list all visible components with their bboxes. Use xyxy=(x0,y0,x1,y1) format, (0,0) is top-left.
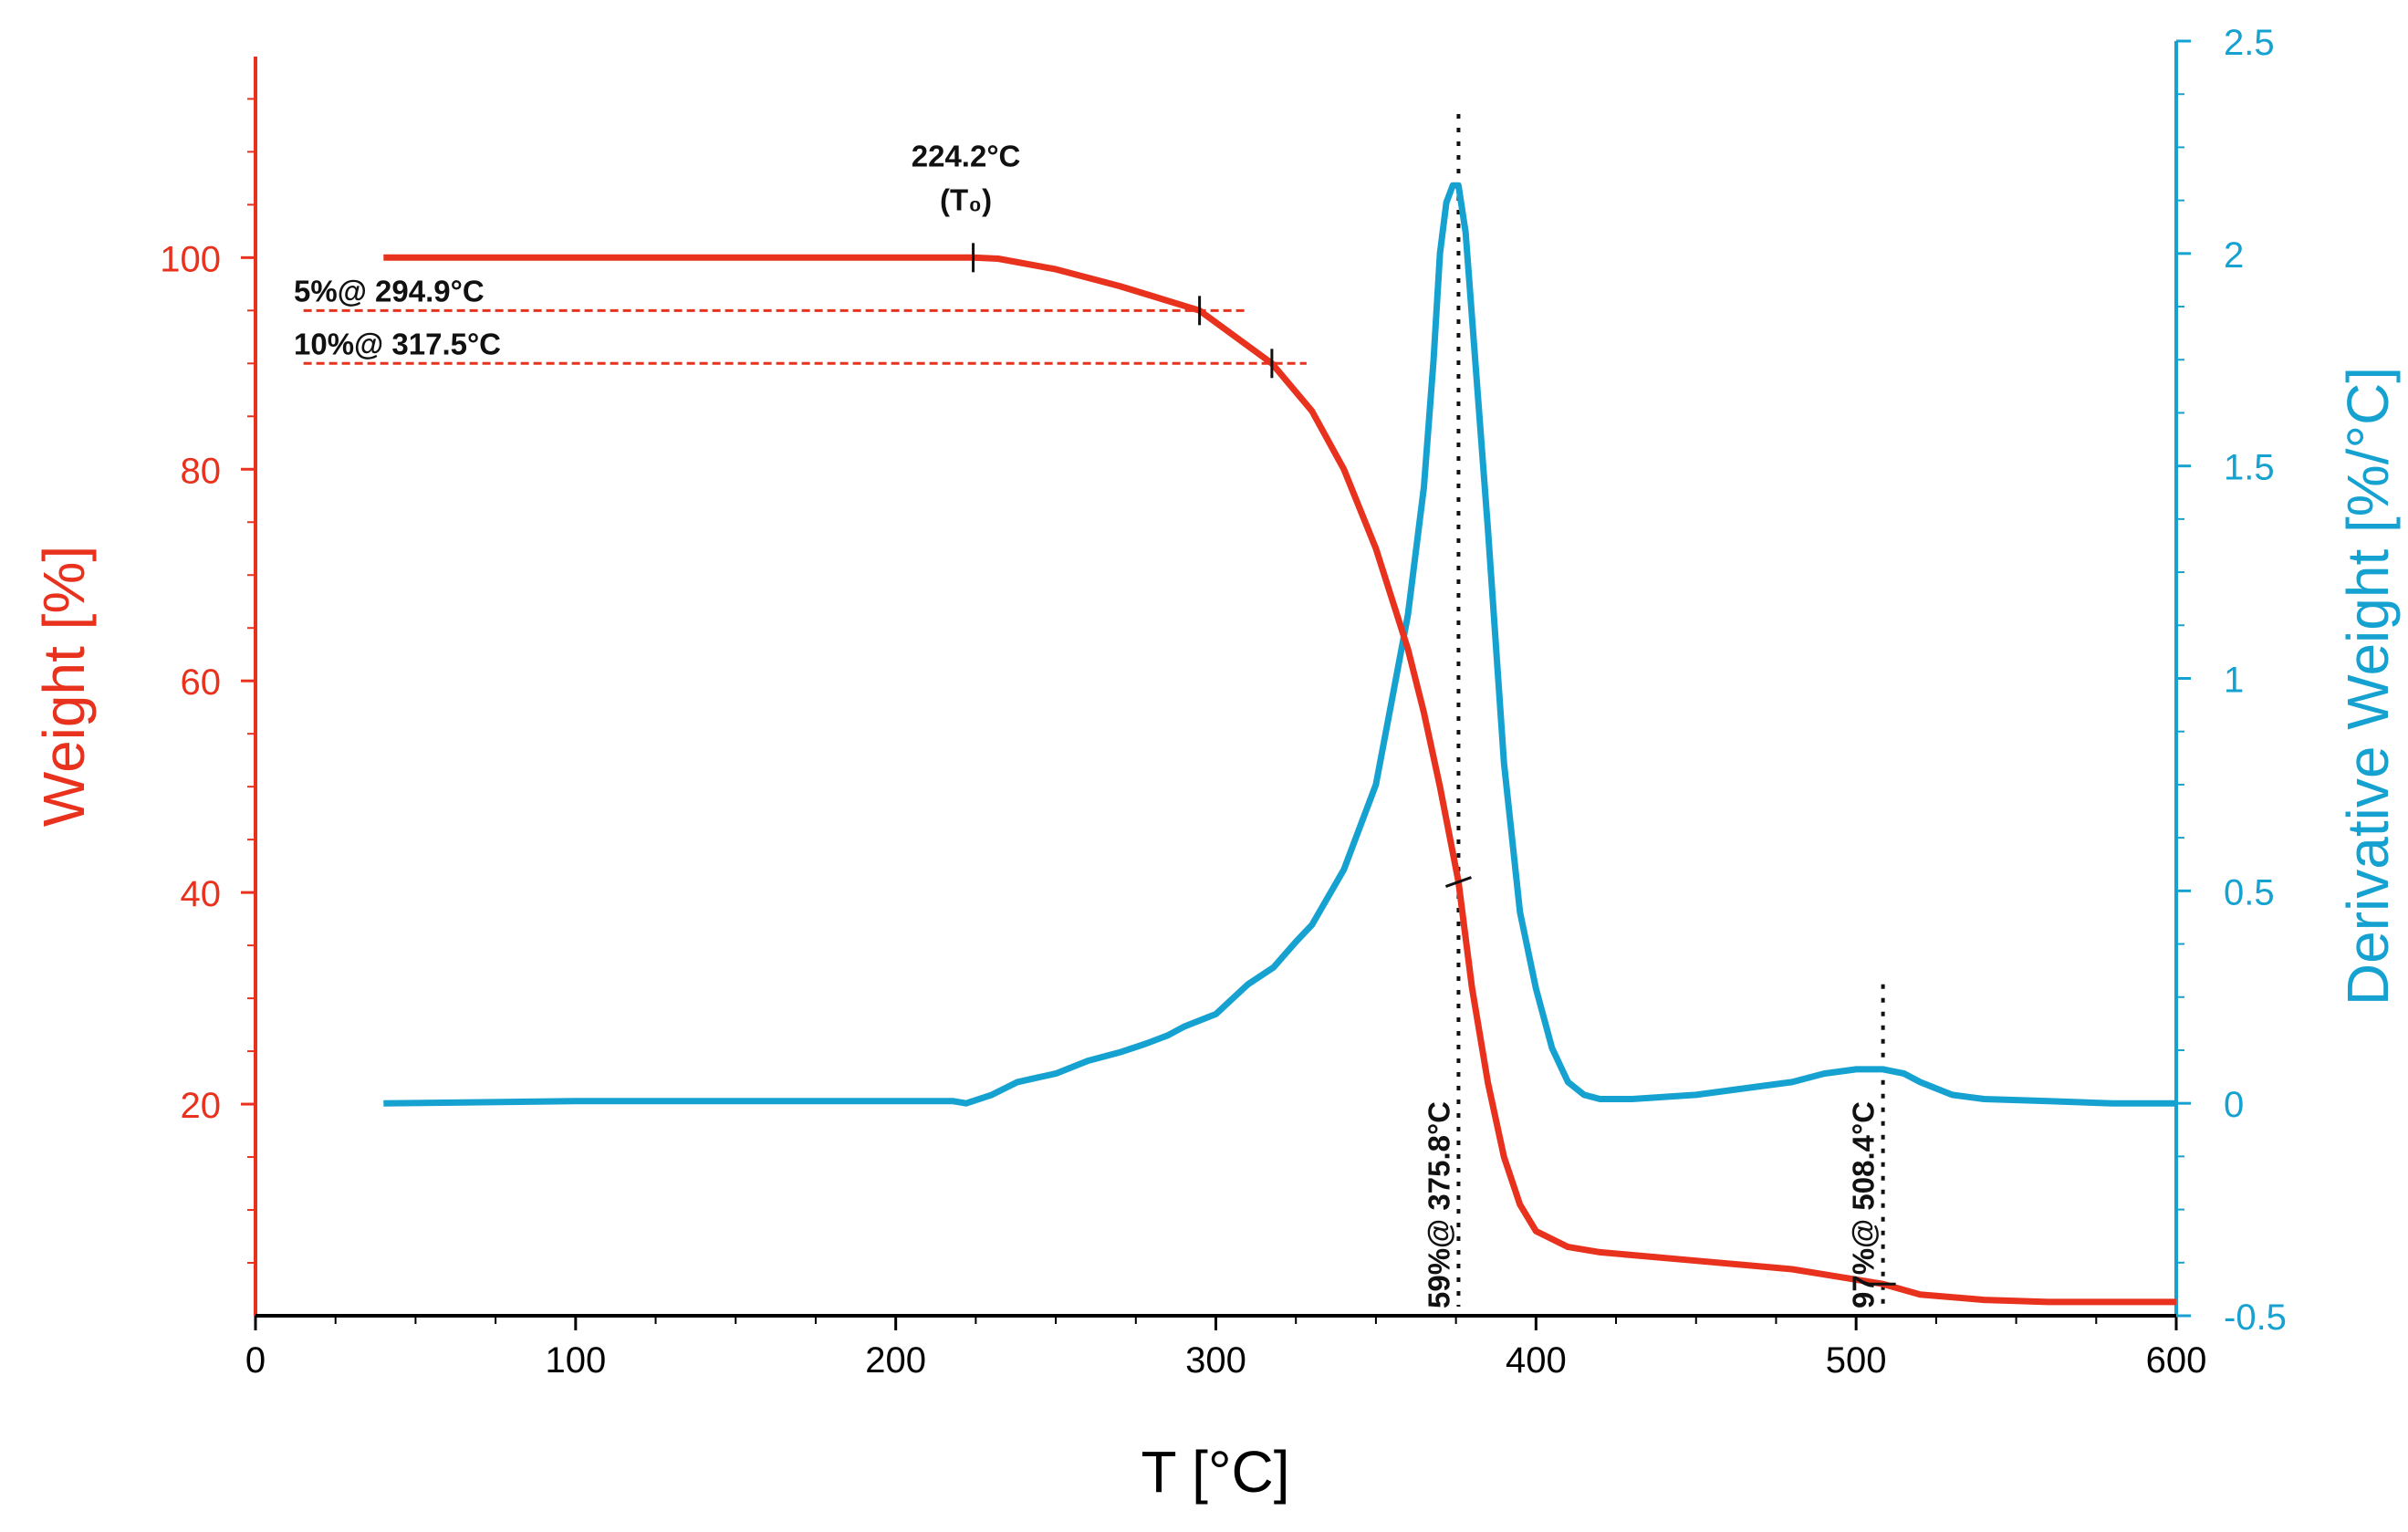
x-tick-label-200: 200 xyxy=(865,1340,926,1381)
left-axis-title: Weight [%] xyxy=(31,546,97,827)
t10-label: 10%@ 317.5°C xyxy=(294,327,501,360)
right-axis-title: Derivative Weight [%/°C] xyxy=(2335,367,2401,1006)
x-axis-title: T [°C] xyxy=(1141,1439,1289,1505)
x-tick-label-300: 300 xyxy=(1185,1340,1246,1381)
x-tick-label-500: 500 xyxy=(1826,1340,1887,1381)
right-axis-minor-ticks xyxy=(2176,93,2184,1264)
x-axis-ticks: 0 100 200 300 400 500 600 xyxy=(245,1316,2207,1381)
right-axis-ticks: -0.5 0 0.5 1 1.5 2 2.5 xyxy=(2176,23,2287,1338)
left-tick-label-20: 20 xyxy=(181,1086,222,1126)
onset-symbol-label: (T₀) xyxy=(940,182,992,216)
weight-line xyxy=(383,254,2176,1306)
x-tick-label-400: 400 xyxy=(1506,1340,1567,1381)
peak1-tick-mark xyxy=(1444,876,1472,888)
left-tick-label-100: 100 xyxy=(160,239,221,279)
right-tick-label-0.5: 0.5 xyxy=(2224,872,2275,912)
onset-temperature-label: 224.2°C xyxy=(912,139,1021,172)
right-tick-label-2: 2 xyxy=(2224,235,2244,276)
derivative-weight-line xyxy=(383,182,2176,1107)
t5-label: 5%@ 294.9°C xyxy=(294,274,485,307)
right-tick-label-1.5: 1.5 xyxy=(2224,448,2275,488)
x-tick-label-0: 0 xyxy=(245,1340,266,1381)
left-tick-label-40: 40 xyxy=(181,874,222,914)
left-axis-minor-ticks xyxy=(247,98,255,1265)
peak2-label: 97%@ 508.4°C xyxy=(1847,1101,1881,1308)
peak1-label: 59%@ 375.8°C xyxy=(1422,1101,1455,1308)
right-tick-label-2.5: 2.5 xyxy=(2224,23,2275,63)
x-axis-minor-ticks xyxy=(334,1316,2098,1324)
right-tick-label--0.5: -0.5 xyxy=(2224,1298,2287,1338)
left-tick-label-80: 80 xyxy=(181,451,222,491)
right-tick-label-1: 1 xyxy=(2224,661,2244,701)
left-axis-ticks: 20 40 60 80 100 xyxy=(160,239,255,1126)
left-tick-label-60: 60 xyxy=(181,662,222,703)
x-tick-label-100: 100 xyxy=(545,1340,606,1381)
x-tick-label-600: 600 xyxy=(2146,1340,2207,1381)
right-tick-label-0: 0 xyxy=(2224,1085,2244,1125)
